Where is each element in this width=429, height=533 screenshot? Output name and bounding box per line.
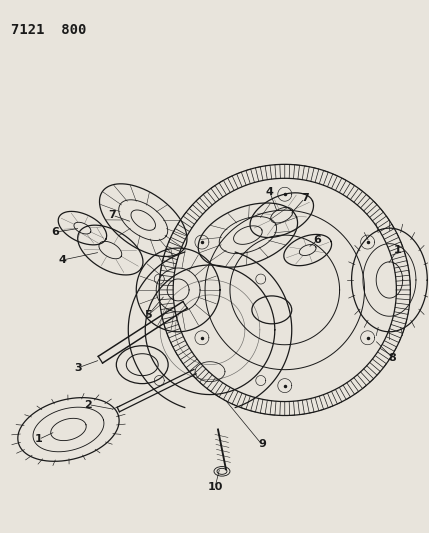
Text: 1: 1 <box>35 434 42 445</box>
Text: 7121  800: 7121 800 <box>11 23 86 37</box>
Text: 9: 9 <box>258 439 266 449</box>
Text: 3: 3 <box>75 362 82 373</box>
Text: 8: 8 <box>389 353 396 362</box>
Text: 1: 1 <box>393 245 401 255</box>
Text: 4: 4 <box>58 255 66 265</box>
Text: 6: 6 <box>51 227 60 237</box>
Text: 6: 6 <box>314 235 322 245</box>
Text: 5: 5 <box>145 310 152 320</box>
Text: 2: 2 <box>85 400 92 409</box>
Text: 10: 10 <box>207 482 223 492</box>
Text: 7: 7 <box>301 193 308 203</box>
Text: 7: 7 <box>109 210 116 220</box>
Text: 4: 4 <box>266 187 274 197</box>
